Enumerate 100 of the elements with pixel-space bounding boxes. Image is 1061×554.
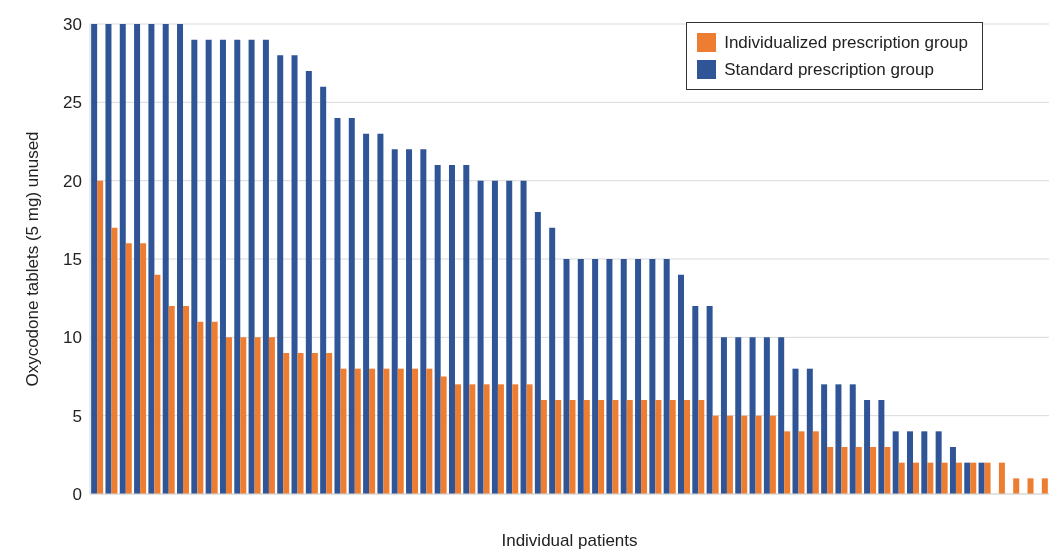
bar <box>262 39 269 494</box>
bar <box>426 368 433 494</box>
bar <box>491 180 498 494</box>
bar <box>735 337 742 494</box>
bar <box>326 353 333 494</box>
bar <box>755 415 762 494</box>
bar <box>684 400 690 494</box>
bar <box>397 368 404 494</box>
bar <box>283 353 290 494</box>
bar <box>140 243 147 494</box>
bar <box>941 462 948 494</box>
bar <box>277 55 284 494</box>
bar <box>998 462 1005 494</box>
bar <box>483 384 490 494</box>
bar <box>884 447 891 494</box>
bar <box>340 368 347 494</box>
bar <box>105 24 112 494</box>
bar <box>197 321 204 494</box>
bar <box>855 447 862 494</box>
bar <box>784 431 791 494</box>
bar <box>454 384 461 494</box>
bar <box>835 384 842 494</box>
bar <box>334 118 341 494</box>
bar <box>606 259 613 494</box>
bar <box>549 227 556 494</box>
bar <box>583 400 590 494</box>
bar <box>749 337 756 494</box>
bar <box>311 353 318 494</box>
bar <box>363 133 370 494</box>
bar <box>391 149 398 494</box>
bar <box>741 415 748 494</box>
bar <box>778 337 785 494</box>
bar <box>913 462 920 494</box>
bar <box>477 180 484 494</box>
bar <box>726 415 733 494</box>
bar <box>148 24 155 494</box>
bar <box>354 368 361 494</box>
bar <box>1041 478 1048 494</box>
bar <box>821 384 828 494</box>
bar <box>134 24 141 494</box>
bar <box>841 447 848 494</box>
bar <box>970 462 977 494</box>
bar <box>978 462 985 494</box>
x-axis-title: Individual patients <box>501 531 638 550</box>
bar <box>812 431 819 494</box>
y-tick-label: 20 <box>63 171 82 191</box>
bar <box>297 353 304 494</box>
bar <box>955 462 962 494</box>
bar <box>620 259 627 494</box>
bar <box>406 149 413 494</box>
bar <box>463 165 470 494</box>
bar <box>119 24 126 494</box>
bar <box>412 368 419 494</box>
bar <box>949 447 956 494</box>
bar <box>1027 478 1034 494</box>
bar <box>984 462 991 494</box>
bar <box>168 306 175 494</box>
bar <box>870 447 877 494</box>
bar <box>348 118 355 494</box>
y-tick-label: 30 <box>63 15 82 35</box>
bar <box>964 462 971 494</box>
bar <box>827 447 834 494</box>
bar <box>369 368 376 494</box>
bar <box>377 133 384 494</box>
bar <box>849 384 856 494</box>
y-tick-label: 10 <box>63 328 82 348</box>
bar <box>898 462 905 494</box>
bar <box>655 400 662 494</box>
bar <box>806 368 813 494</box>
bar <box>225 337 232 494</box>
bar <box>534 212 541 494</box>
bar <box>892 431 899 494</box>
bar <box>769 415 776 494</box>
bar <box>864 400 871 494</box>
bar <box>497 384 504 494</box>
bar <box>183 306 190 494</box>
bar <box>254 337 261 494</box>
y-tick-label: 25 <box>63 93 82 113</box>
bar <box>248 39 255 494</box>
bar <box>563 259 570 494</box>
bar <box>763 337 770 494</box>
bar <box>907 431 914 494</box>
bar <box>878 400 885 494</box>
bar <box>234 39 241 494</box>
bar <box>612 400 619 494</box>
bar <box>698 400 705 494</box>
bar <box>692 306 699 494</box>
bar <box>154 274 161 494</box>
y-tick-label: 15 <box>63 250 82 270</box>
bar <box>520 180 527 494</box>
bar <box>219 39 226 494</box>
bar <box>626 400 633 494</box>
bar <box>540 400 547 494</box>
bar <box>678 274 684 494</box>
bar <box>97 180 104 494</box>
bar <box>291 55 298 494</box>
bar <box>635 259 642 494</box>
bar <box>111 227 118 494</box>
bar <box>720 337 727 494</box>
bar <box>240 337 247 494</box>
